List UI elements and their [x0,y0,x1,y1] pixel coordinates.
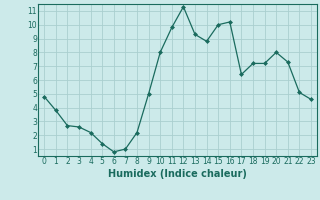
X-axis label: Humidex (Indice chaleur): Humidex (Indice chaleur) [108,169,247,179]
